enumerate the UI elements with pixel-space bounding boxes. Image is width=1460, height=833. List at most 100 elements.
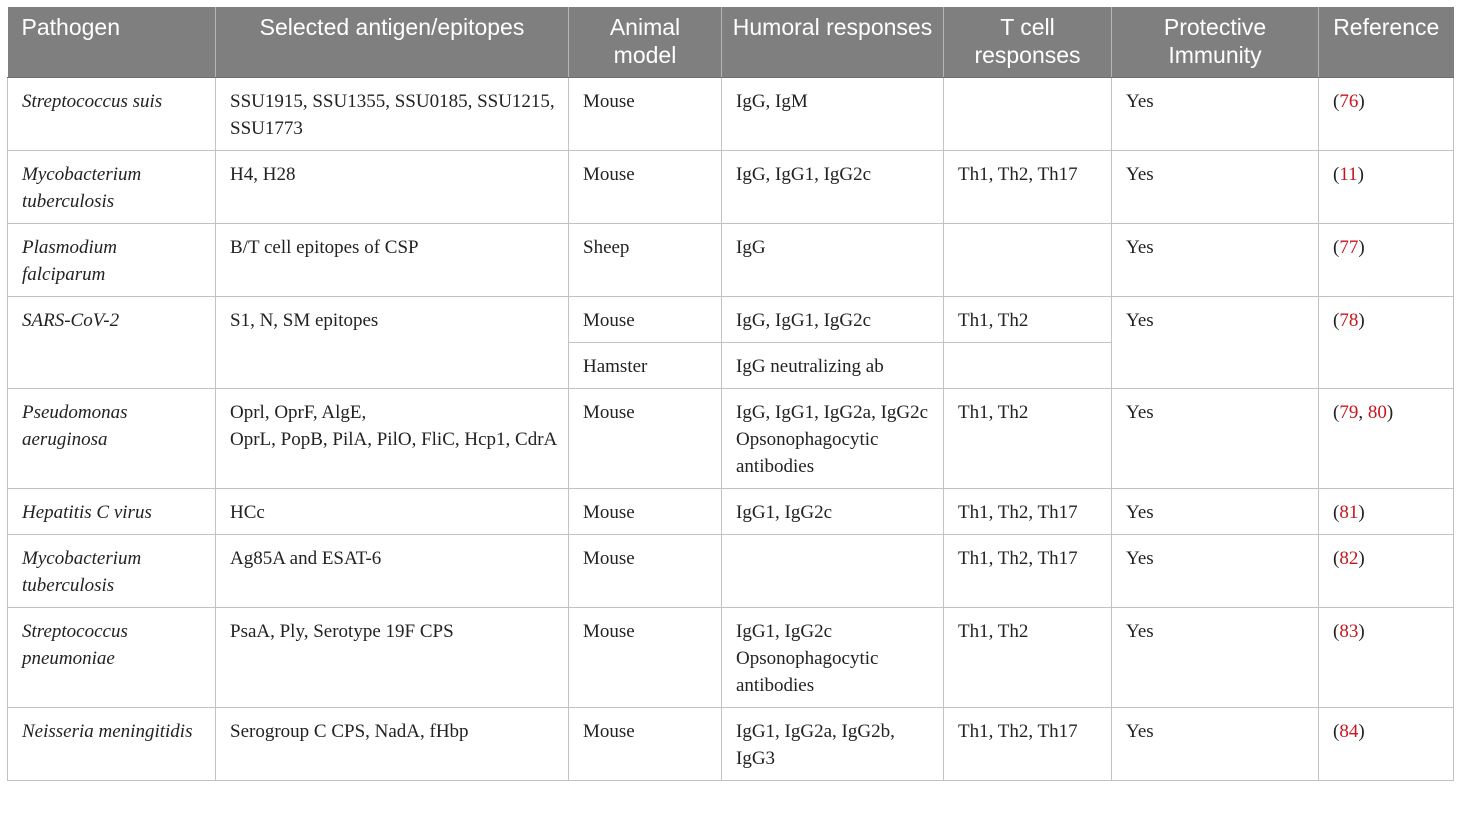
reference-open: ( bbox=[1333, 402, 1340, 423]
reference-link[interactable]: 79 bbox=[1339, 402, 1359, 423]
reference-close: ) bbox=[1358, 721, 1365, 742]
header-pathogen: Pathogen bbox=[7, 7, 216, 78]
humoral-cell: IgG neutralizing ab bbox=[721, 342, 944, 389]
table-row: Neisseria meningitidis Serogroup C CPS, … bbox=[7, 707, 1454, 781]
pathogen-cell: Neisseria meningitidis bbox=[7, 707, 216, 781]
protective-cell: Yes bbox=[1111, 223, 1319, 297]
animal-model-cell: Mouse bbox=[568, 607, 722, 708]
table-row: Mycobacterium tuberculosis Ag85A and ESA… bbox=[7, 534, 1454, 608]
protective-cell: Yes bbox=[1111, 707, 1319, 781]
table-row: Plasmodium falciparum B/T cell epitopes … bbox=[7, 223, 1454, 297]
protective-cell: Yes bbox=[1111, 388, 1319, 489]
protective-cell: Yes bbox=[1111, 607, 1319, 708]
protective-cell: Yes bbox=[1111, 150, 1319, 224]
header-humoral-responses: Humoral responses bbox=[721, 7, 944, 78]
reference-link[interactable]: 11 bbox=[1339, 164, 1358, 185]
reference-open: ( bbox=[1333, 621, 1340, 642]
reference-open: ( bbox=[1333, 721, 1340, 742]
humoral-cell: IgG, IgG1, IgG2a, IgG2c Opsonophagocytic… bbox=[721, 388, 944, 489]
header-antigen: Selected antigen/epitopes bbox=[215, 7, 569, 78]
antigen-cell: PsaA, Ply, Serotype 19F CPS bbox=[215, 607, 569, 708]
reference-close: ) bbox=[1358, 502, 1365, 523]
reference-open: ( bbox=[1333, 548, 1340, 569]
antigen-cell: HCc bbox=[215, 488, 569, 535]
humoral-cell: IgG1, IgG2c bbox=[721, 488, 944, 535]
pathogen-cell: Pseudomonas aeruginosa bbox=[7, 388, 216, 489]
reference-cell: (76) bbox=[1318, 77, 1454, 151]
pathogen-cell: Mycobacterium tuberculosis bbox=[7, 534, 216, 608]
humoral-cell: IgG, IgM bbox=[721, 77, 944, 151]
antigen-cell: Ag85A and ESAT-6 bbox=[215, 534, 569, 608]
reference-close: ) bbox=[1358, 310, 1365, 331]
animal-model-cell: Mouse bbox=[568, 150, 722, 224]
protective-cell: Yes bbox=[1111, 296, 1319, 389]
table-row: Streptococcus suis SSU1915, SSU1355, SSU… bbox=[7, 77, 1454, 151]
humoral-cell: IgG1, IgG2a, IgG2b, IgG3 bbox=[721, 707, 944, 781]
animal-model-cell: Hamster bbox=[568, 342, 722, 389]
reference-link[interactable]: 84 bbox=[1339, 721, 1359, 742]
antigen-cell: H4, H28 bbox=[215, 150, 569, 224]
reference-close: ) bbox=[1358, 621, 1365, 642]
antigen-cell: S1, N, SM epitopes bbox=[215, 296, 569, 389]
reference-link[interactable]: 83 bbox=[1339, 621, 1359, 642]
antigen-cell: SSU1915, SSU1355, SSU0185, SSU1215, SSU1… bbox=[215, 77, 569, 151]
reference-cell: (77) bbox=[1318, 223, 1454, 297]
reference-cell: (79, 80) bbox=[1318, 388, 1454, 489]
protective-cell: Yes bbox=[1111, 77, 1319, 151]
pathogen-cell: Hepatitis C virus bbox=[7, 488, 216, 535]
pathogen-cell: SARS-CoV-2 bbox=[7, 296, 216, 389]
reference-link[interactable]: 80 bbox=[1367, 402, 1387, 423]
reference-close: ) bbox=[1357, 164, 1364, 185]
animal-model-cell: Mouse bbox=[568, 534, 722, 608]
reference-link[interactable]: 78 bbox=[1339, 310, 1359, 331]
vaccine-results-table: Pathogen Selected antigen/epitopes Anima… bbox=[7, 7, 1454, 781]
reference-separator: , bbox=[1358, 402, 1368, 423]
header-t-cell-responses: T cell responses bbox=[943, 7, 1112, 78]
humoral-cell bbox=[721, 534, 944, 608]
animal-model-cell: Sheep bbox=[568, 223, 722, 297]
reference-link[interactable]: 77 bbox=[1339, 237, 1359, 258]
reference-cell: (82) bbox=[1318, 534, 1454, 608]
pathogen-cell: Streptococcus suis bbox=[7, 77, 216, 151]
humoral-cell: IgG bbox=[721, 223, 944, 297]
t-cell-cell bbox=[943, 77, 1112, 151]
t-cell-cell bbox=[943, 223, 1112, 297]
table-row: Mycobacterium tuberculosis H4, H28 Mouse… bbox=[7, 150, 1454, 224]
t-cell-cell: Th1, Th2 bbox=[943, 296, 1112, 343]
reference-cell: (11) bbox=[1318, 150, 1454, 224]
reference-link[interactable]: 76 bbox=[1339, 91, 1359, 112]
reference-open: ( bbox=[1333, 310, 1340, 331]
t-cell-cell: Th1, Th2 bbox=[943, 388, 1112, 489]
reference-cell: (83) bbox=[1318, 607, 1454, 708]
pathogen-cell: Mycobacterium tuberculosis bbox=[7, 150, 216, 224]
reference-link[interactable]: 82 bbox=[1339, 548, 1359, 569]
t-cell-cell bbox=[943, 342, 1112, 389]
animal-model-cell: Mouse bbox=[568, 296, 722, 343]
reference-cell: (84) bbox=[1318, 707, 1454, 781]
t-cell-cell: Th1, Th2, Th17 bbox=[943, 488, 1112, 535]
protective-cell: Yes bbox=[1111, 534, 1319, 608]
pathogen-cell: Plasmodium falciparum bbox=[7, 223, 216, 297]
antigen-cell: Oprl, OprF, AlgE, OprL, PopB, PilA, PilO… bbox=[215, 388, 569, 489]
table-row: Pseudomonas aeruginosa Oprl, OprF, AlgE,… bbox=[7, 388, 1454, 489]
reference-open: ( bbox=[1333, 237, 1340, 258]
table-row: SARS-CoV-2 S1, N, SM epitopes Mouse IgG,… bbox=[7, 296, 1454, 389]
t-cell-cell: Th1, Th2, Th17 bbox=[943, 534, 1112, 608]
table-header-row: Pathogen Selected antigen/epitopes Anima… bbox=[7, 7, 1454, 78]
table-row: Hepatitis C virus HCc Mouse IgG1, IgG2c … bbox=[7, 488, 1454, 535]
animal-model-cell: Mouse bbox=[568, 388, 722, 489]
header-reference: Reference bbox=[1318, 7, 1454, 78]
animal-model-cell: Mouse bbox=[568, 77, 722, 151]
pathogen-cell: Streptococcus pneumoniae bbox=[7, 607, 216, 708]
table-row: Hamster IgG neutralizing ab bbox=[8, 342, 1454, 389]
antigen-cell: Serogroup C CPS, NadA, fHbp bbox=[215, 707, 569, 781]
reference-close: ) bbox=[1358, 237, 1365, 258]
header-animal-model: Animal model bbox=[568, 7, 722, 78]
t-cell-cell: Th1, Th2, Th17 bbox=[943, 707, 1112, 781]
table-row: Streptococcus pneumoniae PsaA, Ply, Sero… bbox=[7, 607, 1454, 708]
protective-cell: Yes bbox=[1111, 488, 1319, 535]
reference-link[interactable]: 81 bbox=[1339, 502, 1359, 523]
humoral-cell: IgG, IgG1, IgG2c bbox=[721, 296, 944, 343]
reference-close: ) bbox=[1358, 548, 1365, 569]
reference-open: ( bbox=[1333, 164, 1340, 185]
